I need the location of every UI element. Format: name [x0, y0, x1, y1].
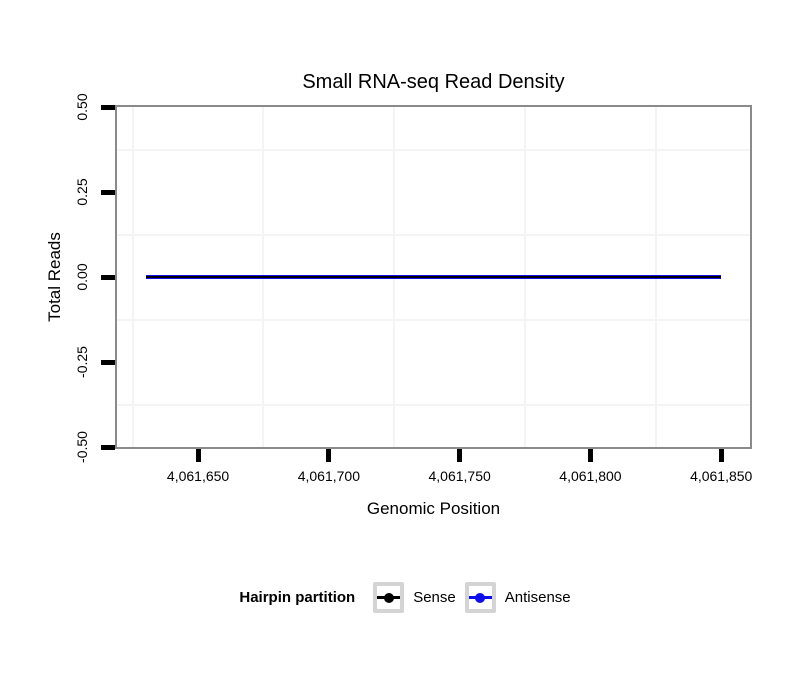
gridline-minor-v — [131, 107, 134, 447]
y-tick-label: 0.25 — [74, 178, 90, 206]
x-axis-label: Genomic Position — [366, 499, 501, 518]
y-tick-mark — [101, 104, 115, 110]
y-tick-label: 0.50 — [74, 93, 90, 121]
y-tick-label: -0.50 — [74, 431, 90, 463]
plot-panel — [115, 105, 752, 449]
legend-key-sense — [373, 582, 405, 613]
antisense-point-icon — [475, 592, 486, 603]
y-tick-mark — [101, 189, 115, 195]
series-line-sense — [145, 276, 722, 278]
y-tick-label: 0.00 — [74, 263, 90, 291]
y-tick-mark — [101, 274, 115, 280]
legend-label-sense: Sense — [413, 589, 456, 606]
legend-label-antisense: Antisense — [504, 589, 571, 606]
legend-key-antisense — [464, 582, 496, 613]
x-tick-label: 4,061,800 — [559, 468, 622, 484]
y-tick-label: -0.25 — [74, 346, 90, 378]
gridline-minor-h — [117, 148, 750, 151]
gridline-minor-h — [117, 318, 750, 321]
x-tick-mark — [326, 449, 332, 462]
x-tick-mark — [195, 449, 201, 462]
x-tick-mark — [457, 449, 463, 462]
x-tick-mark — [587, 449, 593, 462]
x-tick-label: 4,061,750 — [428, 468, 491, 484]
legend-entry-sense: Sense — [373, 582, 456, 613]
y-tick-mark — [101, 444, 115, 450]
y-tick-mark — [101, 359, 115, 365]
x-tick-label: 4,061,850 — [690, 468, 753, 484]
sense-point-icon — [383, 592, 394, 603]
legend-entry-antisense: Antisense — [464, 582, 571, 613]
x-tick-label: 4,061,700 — [297, 468, 360, 484]
x-tick-mark — [718, 449, 724, 462]
legend: Hairpin partition Sense Antisense — [0, 581, 810, 614]
gridline-minor-h — [117, 233, 750, 236]
legend-title: Hairpin partition — [239, 589, 356, 606]
x-tick-label: 4,061,650 — [166, 468, 230, 484]
y-axis-label: Total Reads — [45, 232, 64, 322]
gridline-minor-h — [117, 403, 750, 406]
plot-title: Small RNA-seq Read Density — [302, 71, 565, 93]
